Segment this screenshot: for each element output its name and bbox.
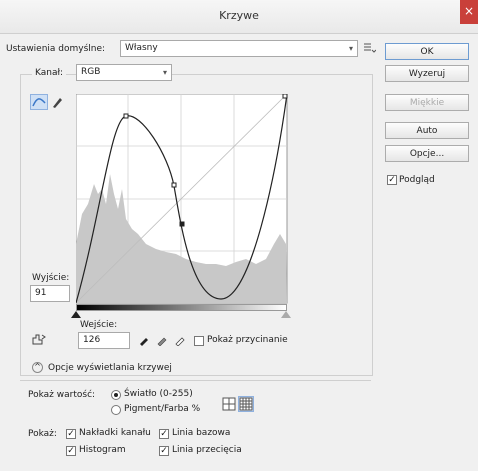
input-gradient-bar [76, 304, 287, 311]
curve-point-1[interactable] [123, 113, 129, 119]
reset-button[interactable]: Wyzeruj [385, 65, 469, 82]
show-clipping-label: Pokaż przycinanie [207, 335, 288, 345]
channel-overlays-checkbox[interactable]: ✓ [66, 429, 76, 439]
title-bar: Krzywe × [0, 0, 478, 34]
preset-select[interactable]: Własny ▾ [120, 40, 358, 57]
detailed-grid-icon[interactable] [238, 396, 254, 412]
options-button[interactable]: Opcje... [385, 145, 469, 162]
show-label: Pokaż: [28, 429, 57, 439]
preset-menu-icon[interactable] [362, 41, 377, 55]
curve-point-selected[interactable] [179, 221, 185, 227]
curve-point-2[interactable] [171, 182, 177, 188]
display-options-divider [20, 380, 371, 381]
simple-grid-icon[interactable] [222, 397, 236, 411]
preset-label: Ustawienia domyślne: [6, 44, 106, 54]
eyedropper-gray-icon[interactable] [156, 334, 168, 347]
curve-graph[interactable] [76, 94, 288, 304]
channel-overlays-label: Nakładki kanału [79, 428, 151, 438]
channel-label: Kanał: [32, 68, 67, 78]
auto-button[interactable]: Auto [385, 122, 469, 139]
output-field[interactable]: 91 [30, 285, 70, 302]
intersection-line-checkbox[interactable]: ✓ [159, 446, 169, 456]
chevron-down-icon: ▾ [348, 44, 353, 53]
input-field[interactable]: 126 [78, 332, 130, 349]
smooth-button[interactable]: Miękkie [385, 94, 469, 111]
baseline-label: Linia bazowa [172, 428, 231, 438]
channel-select[interactable]: RGB ▾ [76, 64, 172, 81]
channel-value: RGB [81, 67, 101, 77]
chevron-down-icon: ▾ [162, 68, 167, 77]
close-button[interactable]: × [460, 0, 478, 24]
preset-value: Własny [125, 43, 158, 53]
histogram-checkbox[interactable]: ✓ [66, 446, 76, 456]
curves-group [20, 74, 373, 376]
pigment-radio[interactable] [111, 405, 121, 415]
collapse-icon[interactable]: ^ [32, 362, 43, 373]
output-label: Wyjście: [32, 273, 70, 283]
light-radio-label: Światło (0-255) [124, 389, 193, 399]
window-title: Krzywe [219, 9, 259, 22]
light-radio[interactable] [111, 390, 121, 400]
baseline-line [76, 94, 288, 304]
preview-checkbox[interactable]: ✓ [387, 175, 397, 185]
histogram-label: Histogram [79, 445, 126, 455]
curve-line[interactable] [76, 94, 288, 304]
eyedropper-black-icon[interactable] [138, 334, 150, 346]
curve-point-tool[interactable] [30, 94, 48, 110]
input-label: Wejście: [80, 320, 118, 330]
show-amount-label: Pokaż wartość: [28, 390, 96, 400]
targeted-adjustment-icon[interactable] [30, 332, 46, 348]
ok-button[interactable]: OK [385, 43, 469, 60]
pencil-icon[interactable] [50, 95, 64, 109]
curve-point-end[interactable] [282, 94, 288, 99]
baseline-checkbox[interactable]: ✓ [159, 429, 169, 439]
preview-label: Podgląd [399, 175, 435, 185]
black-point-slider[interactable] [71, 311, 81, 318]
show-clipping-checkbox[interactable] [194, 336, 204, 346]
pigment-radio-label: Pigment/Farba % [124, 404, 201, 414]
intersection-line-label: Linia przecięcia [172, 445, 242, 455]
eyedropper-white-icon[interactable] [174, 334, 186, 347]
white-point-slider[interactable] [281, 311, 291, 318]
histogram-area [76, 174, 287, 303]
display-options-label: Opcje wyświetlania krzywej [48, 363, 172, 373]
